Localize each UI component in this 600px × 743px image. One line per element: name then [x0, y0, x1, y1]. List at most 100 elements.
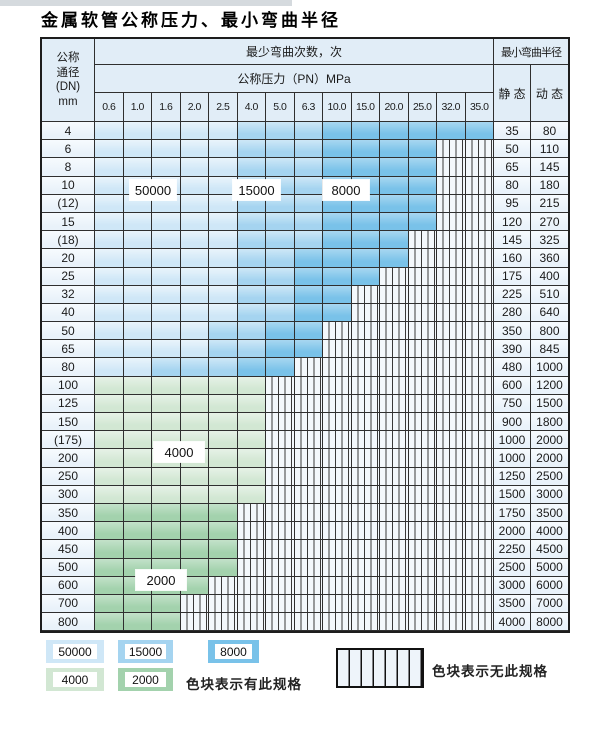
no-spec-cell: [437, 358, 466, 377]
dynamic-radius-value: 1000: [531, 358, 568, 377]
spec-cell: [152, 376, 181, 395]
dn-value: 8: [42, 158, 95, 177]
spec-cell: [209, 558, 238, 577]
spec-cell: [209, 140, 238, 159]
spec-cell: [123, 394, 152, 413]
no-spec-cell: [437, 558, 466, 577]
spec-cell: [180, 231, 209, 250]
spec-cell: [95, 212, 124, 232]
spec-cell: [408, 194, 437, 213]
spec-cell: [266, 158, 295, 177]
spec-cell: [152, 303, 181, 323]
no-spec-cell: [323, 449, 352, 468]
no-spec-cell: [266, 522, 295, 541]
static-radius-value: 50: [494, 140, 531, 159]
spec-cell: [180, 194, 209, 213]
pressure-header-35.0: 35.0: [465, 93, 494, 121]
no-spec-cell: [294, 449, 323, 468]
table-row-dn-(175): (175) 1000 2000: [42, 431, 568, 450]
spec-cell: [123, 431, 152, 450]
spec-cell: [351, 212, 380, 232]
table-row-dn-150: 150 900 1800: [42, 413, 568, 432]
spec-cell: [408, 122, 437, 141]
no-spec-cell: [380, 394, 409, 413]
spec-cell: [237, 322, 266, 341]
spec-cell: [95, 285, 124, 304]
no-spec-cell: [294, 394, 323, 413]
dynamic-radius-value: 7000: [531, 594, 568, 614]
static-radius-value: 480: [494, 358, 531, 377]
spec-cell: [180, 140, 209, 159]
no-spec-cell: [437, 503, 466, 523]
spec-cell: [408, 212, 437, 232]
no-spec-cell: [294, 594, 323, 614]
no-spec-cell: [294, 522, 323, 541]
table-row-dn-4: 4 35 80: [42, 122, 568, 141]
no-spec-cell: [266, 613, 295, 632]
no-spec-cell: [351, 376, 380, 395]
no-spec-cell: [437, 322, 466, 341]
no-spec-cell: [323, 522, 352, 541]
spec-cell: [123, 503, 152, 523]
radius-header-group: 最小弯曲半径 静 态 动 态: [494, 39, 568, 122]
spec-cell: [180, 522, 209, 541]
spec-cell: [465, 122, 494, 141]
spec-cell: [323, 158, 352, 177]
spec-cell: [180, 376, 209, 395]
spec-cell: [266, 212, 295, 232]
spec-cell: [209, 522, 238, 541]
no-spec-cell: [465, 249, 494, 268]
spec-cell: [152, 212, 181, 232]
spec-cell: [209, 249, 238, 268]
spec-cell: [123, 212, 152, 232]
spec-cell: [351, 267, 380, 286]
spec-cell: [180, 249, 209, 268]
spec-cell: [294, 158, 323, 177]
pressure-values-row: 0.6 1.0 1.6 2.0 2.5 4.0 5.0 6.3 10.0 15.0 20.0 25.0…: [95, 93, 494, 122]
dn-value: 50: [42, 322, 95, 341]
spec-cell: [237, 394, 266, 413]
dynamic-column-header: 动 态: [531, 65, 568, 122]
spec-cell: [266, 231, 295, 250]
spec-cell: [237, 249, 266, 268]
static-radius-value: 95: [494, 194, 531, 213]
no-spec-cell: [351, 467, 380, 486]
spec-cell: [294, 303, 323, 323]
no-spec-cell: [465, 176, 494, 195]
page-title: 金属软管公称压力、最小弯曲半径: [41, 11, 341, 31]
spec-cell: [237, 376, 266, 395]
no-spec-cell: [465, 576, 494, 595]
spec-cell: [380, 212, 409, 232]
dynamic-radius-value: 1800: [531, 413, 568, 432]
dynamic-radius-value: 400: [531, 267, 568, 286]
spec-cell: [380, 249, 409, 268]
spec-cell: [209, 322, 238, 341]
spec-cell: [237, 485, 266, 504]
dynamic-radius-value: 5000: [531, 558, 568, 577]
bend-cycles-header-group: 最少弯曲次数，次 公称压力（PN）MPa 0.6 1.0 1.6 2.0 2.5 4.0 5…: [95, 39, 494, 122]
spec-cell: [294, 249, 323, 268]
spec-cell: [380, 231, 409, 250]
no-spec-cell: [351, 485, 380, 504]
no-spec-cell: [437, 176, 466, 195]
spec-cell: [95, 522, 124, 541]
dn-value: 40: [42, 303, 95, 323]
legend-no-spec-text: 色块表示无此规格: [432, 664, 548, 679]
spec-cell: [237, 122, 266, 141]
no-spec-cell: [408, 322, 437, 341]
spec-cell: [294, 140, 323, 159]
pressure-header-2.0: 2.0: [180, 93, 209, 121]
no-spec-cell: [380, 340, 409, 359]
spec-cell: [209, 212, 238, 232]
spec-cell: [180, 176, 209, 195]
no-spec-cell: [380, 613, 409, 632]
no-spec-cell: [380, 449, 409, 468]
static-radius-value: 1000: [494, 431, 531, 450]
pressure-header-15.0: 15.0: [351, 93, 380, 121]
dn-header-line3: (DN): [55, 81, 81, 93]
no-spec-cell: [465, 558, 494, 577]
table-row-dn-125: 125 750 1500: [42, 394, 568, 413]
table-body: 4 35 80 6 50 110 8 65 145 10 80 180 (12) 95 215 15 120 27…: [42, 122, 568, 632]
dynamic-radius-value: 360: [531, 249, 568, 268]
no-spec-cell: [351, 413, 380, 432]
